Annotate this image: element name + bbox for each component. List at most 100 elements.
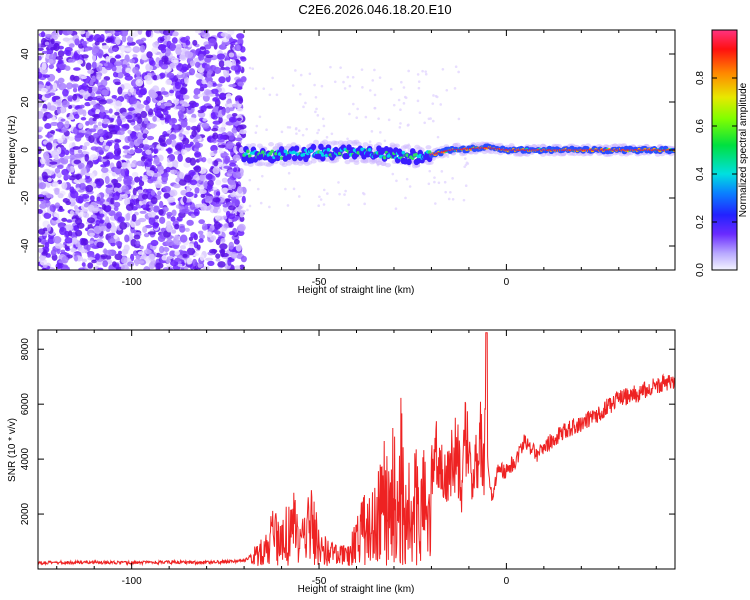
spectrogram-faint-cell [265, 128, 268, 132]
spectrogram-noise-cell [126, 162, 132, 170]
spectrogram-faint-cell [449, 190, 452, 194]
y-tick-label: -40 [20, 238, 31, 253]
spectrogram-noise-cell [218, 76, 226, 84]
spectrogram-noise-cell [211, 88, 219, 95]
spectrogram-noise-cell [218, 150, 225, 154]
spectrogram-noise-cell [46, 224, 51, 232]
spectrogram-faint-cell [259, 201, 263, 205]
spectrogram-noise-cell [129, 96, 138, 105]
spectrogram-noise-cell [106, 37, 113, 42]
spectrogram-noise-cell [186, 219, 194, 226]
spectrogram-noise-cell [149, 92, 158, 99]
spectrogram-noise-cell [239, 212, 244, 218]
spectrogram-faint-cell [313, 83, 316, 87]
spectrogram-noise-cell [186, 247, 196, 256]
spectrogram-faint-cell [447, 197, 451, 201]
spectrogram-faint-cell [433, 180, 436, 184]
spectrogram-noise-cell [57, 121, 64, 130]
spectrogram-noise-cell [110, 225, 118, 234]
spectrogram-faint-cell [333, 80, 337, 84]
spectrogram-noise-cell [122, 145, 131, 150]
spectrogram-noise-cell [201, 122, 210, 129]
spectrogram-noise-cell [38, 93, 43, 100]
spectrogram-faint-cell [319, 198, 323, 201]
spectrogram-noise-cell [69, 186, 75, 194]
spectrogram-noise-cell [39, 202, 47, 209]
spectrogram-noise-cell [66, 219, 73, 223]
spectrogram-noise-cell [38, 247, 44, 253]
spectrogram-noise-cell [148, 262, 155, 270]
spectrogram-y-label: Frequency (Hz) [7, 116, 18, 185]
spectrogram-halo-cell [310, 159, 317, 164]
spectrogram-noise-cell [199, 83, 208, 89]
colorbar-tick-label: 0.4 [695, 167, 706, 181]
spectrogram-signal-core [246, 149, 250, 154]
spectrogram-noise-cell [39, 255, 46, 261]
spectrogram-noise-cell [153, 156, 160, 164]
spectrogram-faint-cell [355, 116, 359, 120]
spectrogram-noise-cell [101, 204, 107, 211]
y-tick-label: 2000 [20, 502, 31, 525]
spectrogram-noise-cell [220, 237, 226, 243]
spectrogram-noise-cell [140, 204, 150, 210]
spectrogram-noise-cell [159, 216, 166, 224]
spectrogram-noise-cell [85, 172, 93, 176]
spectrogram-noise-cell [199, 254, 205, 261]
spectrogram-noise-cell [238, 97, 244, 104]
spectrogram-noise-cell [159, 169, 165, 175]
spectrogram-faint-cell [317, 128, 321, 132]
spectrogram-noise-cell [139, 210, 147, 214]
spectrogram-noise-cell [129, 141, 135, 149]
spectrogram-noise-cell [145, 149, 152, 155]
spectrogram-noise-cell [81, 262, 86, 267]
spectrogram-noise-cell [70, 247, 77, 253]
spectrogram-faint-cell [405, 177, 409, 181]
spectrogram-noise-cell [77, 59, 84, 65]
spectrogram-noise-cell [239, 264, 245, 270]
spectrogram-noise-cell [115, 65, 122, 74]
spectrogram-faint-cell [325, 135, 329, 139]
spectrogram-noise-cell [38, 71, 43, 79]
spectrogram-halo-cell [250, 142, 257, 148]
spectrogram-noise-cell [171, 229, 177, 234]
x-tick-label: -50 [312, 277, 327, 288]
spectrogram-halo-cell [281, 162, 288, 168]
spectrogram-noise-cell [189, 263, 195, 270]
spectrogram-noise-cell [54, 242, 64, 249]
spectrogram-faint-cell [436, 135, 440, 139]
spectrogram-noise-cell [45, 33, 52, 38]
spectrogram-faint-cell [305, 127, 308, 131]
spectrogram-faint-cell [407, 123, 410, 127]
spectrogram-faint-cell [451, 177, 454, 180]
spectrogram-noise-cell [142, 226, 148, 234]
y-tick-label: 20 [20, 96, 31, 108]
spectrogram-noise-cell [150, 196, 158, 205]
spectrogram-faint-cell [434, 94, 438, 98]
spectrogram-noise-cell [80, 129, 87, 134]
spectrogram-noise-cell [93, 104, 99, 109]
spectrogram-faint-cell [402, 86, 406, 89]
spectrogram-noise-cell [232, 167, 238, 173]
spectrogram-noise-cell [103, 63, 108, 67]
spectrogram-noise-cell [49, 161, 58, 165]
spectrogram-noise-cell [221, 187, 229, 194]
spectrogram-noise-cell [218, 116, 223, 124]
spectrogram-noise-cell [161, 255, 168, 261]
spectrogram-noise-cell [174, 223, 180, 230]
spectrogram-faint-cell [404, 96, 408, 100]
spectrogram-faint-cell [294, 69, 297, 72]
spectrogram-noise-cell [133, 116, 138, 122]
spectrogram-noise-cell [81, 145, 88, 151]
spectrogram-noise-cell [239, 216, 245, 222]
spectrogram-faint-cell [321, 117, 325, 121]
spectrogram-noise-cell [81, 208, 89, 213]
spectrogram-faint-cell [295, 132, 298, 135]
spectrogram-faint-cell [299, 73, 303, 77]
spectrogram-noise-cell [99, 106, 105, 113]
spectrogram-noise-cell [106, 32, 113, 37]
spectrogram-signal-cell [293, 145, 300, 152]
spectrogram-noise-cell [161, 91, 169, 96]
spectrogram-noise-cell [38, 111, 44, 119]
spectrogram-noise-cell [115, 54, 121, 59]
spectrogram-faint-cell [360, 68, 364, 71]
